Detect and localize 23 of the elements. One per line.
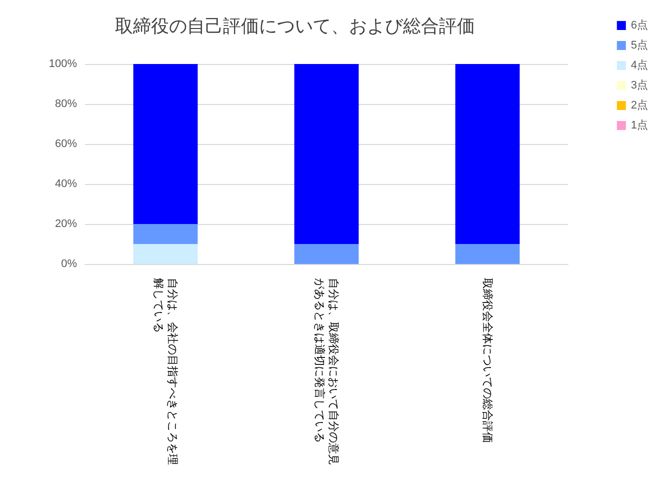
x-tick-label: 取締役会全体についての総合評価 bbox=[481, 278, 494, 443]
y-tick-label: 80% bbox=[54, 98, 78, 110]
legend-label: 5点 bbox=[630, 38, 648, 52]
legend-label: 2点 bbox=[630, 98, 648, 112]
y-tick-label: 60% bbox=[54, 138, 78, 150]
legend-label: 3点 bbox=[630, 78, 648, 92]
bar bbox=[133, 64, 198, 224]
x-tick-label: 自分は、取締役会において自分の意見があるときは適切に発言している bbox=[313, 278, 340, 465]
legend-label: 6点 bbox=[630, 18, 648, 32]
y-tick-label: 100% bbox=[48, 58, 78, 70]
legend-label: 4点 bbox=[630, 58, 648, 72]
x-tick-label: 自分は、会社の目指すべきところを理解している bbox=[152, 278, 179, 465]
y-tick-label: 40% bbox=[54, 178, 78, 190]
bar bbox=[455, 244, 520, 264]
y-tick-label: 0% bbox=[61, 258, 78, 270]
bar bbox=[294, 64, 359, 244]
chart-title: 取締役の自己評価について、および総合評価 bbox=[115, 16, 475, 36]
bar bbox=[133, 224, 198, 244]
y-tick-label: 20% bbox=[54, 218, 78, 230]
bar bbox=[133, 244, 198, 264]
bar bbox=[294, 244, 359, 264]
bar bbox=[455, 64, 520, 244]
legend-label: 1点 bbox=[630, 118, 648, 132]
